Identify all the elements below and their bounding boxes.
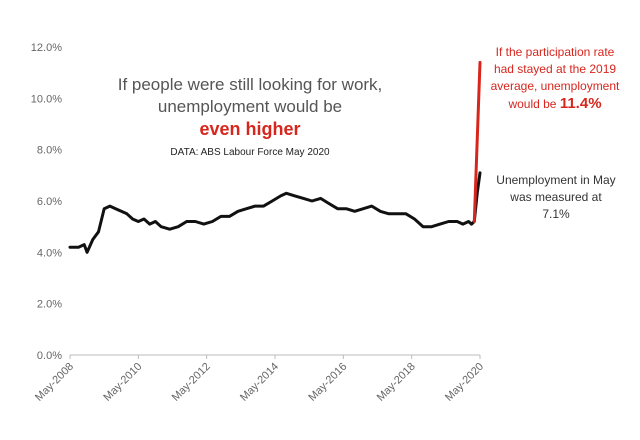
y-tick-label: 10.0% (31, 93, 62, 105)
participation-annotation-value: 11.4% (559, 95, 602, 112)
main-annotation-line1: If people were still looking for work, (117, 75, 383, 94)
y-tick-label: 8.0% (37, 145, 62, 157)
participation-annotation-text: If the participation rate had stayed at … (490, 45, 620, 111)
participation-annotation: If the participation rate had stayed at … (490, 44, 620, 113)
data-source-note: DATA: ABS Labour Force May 2020 (170, 147, 330, 158)
measured-annotation: Unemployment in May was measured at 7.1% (495, 172, 617, 223)
y-tick-label: 2.0% (37, 299, 62, 311)
measured-annotation-text: Unemployment in May was measured at 7.1% (496, 173, 616, 221)
y-tick-label: 4.0% (37, 247, 62, 259)
y-tick-label: 12.0% (31, 42, 62, 54)
series-line-measured (68, 171, 482, 254)
main-annotation: If people were still looking for work, u… (100, 74, 400, 164)
x-tick-label: May-2014 (238, 361, 281, 404)
x-tick-label: May-2016 (306, 361, 349, 404)
main-annotation-line2: unemployment would be (157, 97, 343, 116)
y-tick-label: 0.0% (37, 350, 62, 362)
series-layer (68, 60, 482, 254)
series-line-counterfactual (472, 60, 482, 223)
x-tick-label: May-2008 (33, 361, 76, 404)
y-tick-label: 6.0% (37, 196, 62, 208)
x-tick-label: May-2018 (375, 361, 418, 404)
x-tick-label: May-2012 (170, 361, 213, 404)
x-tick-label: May-2010 (101, 361, 144, 404)
main-annotation-emphasis: even higher (199, 119, 301, 139)
x-tick-label: May-2020 (443, 361, 486, 404)
